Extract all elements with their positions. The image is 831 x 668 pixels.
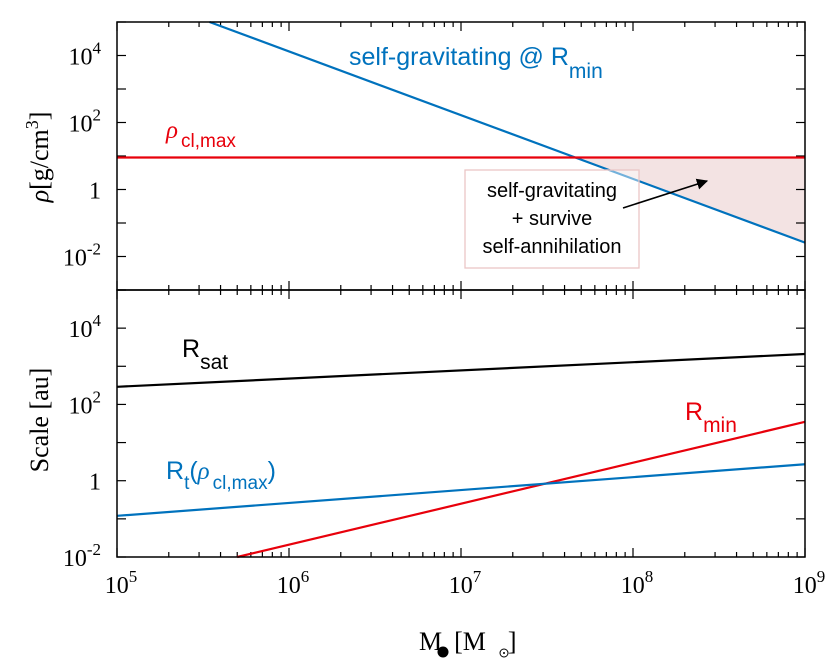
series-line-r-sat	[116, 352, 806, 388]
x-tick-label: 107	[449, 567, 482, 599]
top-y-tick-label: 102	[69, 106, 102, 138]
annotation-arrow	[622, 178, 709, 209]
top-axis-ticks	[116, 21, 806, 291]
x-tick-label: 106	[277, 567, 310, 599]
label-r-sat: Rsat	[182, 335, 228, 374]
sun-symbol-center	[503, 652, 505, 654]
bottom-axes-frame	[116, 289, 806, 558]
bottom-panel: Rsat Rmin Rt(ρ cl,max) Scale [au] M [M]	[25, 289, 806, 658]
box-line-1: self-gravitating	[487, 180, 617, 202]
label-rho-cl-max: ρ cl,max	[165, 117, 236, 152]
xlabel: M [M]	[419, 627, 517, 656]
sun-symbol-icon	[499, 648, 509, 658]
label-r-t: Rt(ρ cl,max)	[166, 457, 276, 494]
tick-labels: 10-2 1 102 104 10-2 1 102 104 105 106 107 108 109	[63, 39, 825, 600]
box-line-3: self-annihilation	[483, 236, 622, 258]
bottom-y-tick-label: 104	[69, 311, 102, 343]
series-line-r-t	[116, 463, 806, 517]
label-self-gravitating: self-gravitating @ Rmin	[349, 43, 603, 83]
top-y-tick-label: 104	[69, 39, 102, 71]
bottom-y-tick-label: 10-2	[63, 540, 101, 572]
series-line-r-min	[236, 420, 806, 559]
series-line-self-gravitating	[209, 20, 806, 244]
top-ylabel: ρ[g/cm3]	[22, 112, 54, 204]
x-tick-label: 109	[793, 567, 826, 599]
x-tick-label: 108	[621, 567, 654, 599]
box-line-2: + survive	[512, 208, 593, 230]
bottom-ylabel: Scale [au]	[25, 368, 54, 473]
bottom-y-tick-label: 102	[69, 387, 102, 419]
x-tick-label: 105	[105, 567, 138, 599]
top-panel: self-gravitating + survive self-annihila…	[22, 20, 806, 291]
black-hole-dot-icon	[437, 646, 449, 658]
top-y-tick-label: 1	[89, 179, 101, 205]
top-y-tick-label: 10-2	[63, 240, 101, 272]
label-r-min: Rmin	[685, 398, 737, 437]
bottom-y-tick-label: 1	[89, 470, 101, 496]
annotation-box	[464, 169, 640, 269]
